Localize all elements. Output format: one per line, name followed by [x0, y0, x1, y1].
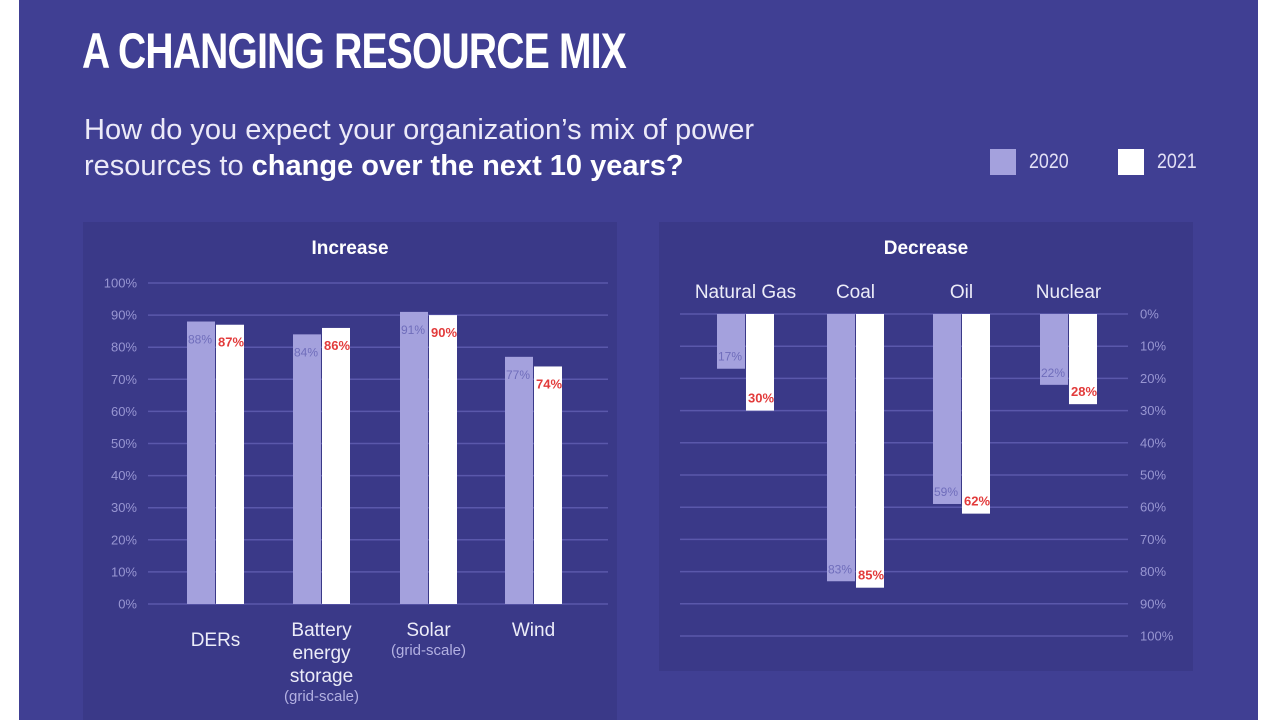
data-label-solar-2020: 91% [401, 323, 425, 337]
data-label-natural-gas-2020: 17% [718, 350, 742, 364]
y-tick-label: 90% [111, 308, 137, 323]
data-label-coal-2021: 85% [858, 568, 884, 583]
category-label-battery-energy-storage: Battery [291, 620, 352, 641]
data-label-ders-2020: 88% [188, 333, 212, 347]
y-tick-label: 20% [1140, 371, 1166, 386]
category-label-ders: DERs [191, 630, 241, 651]
bar-natural-gas-2020 [717, 314, 745, 369]
page-title: A CHANGING RESOURCE MIX [82, 23, 627, 79]
question-line-2-bold: change over the next 10 years? [251, 150, 684, 182]
data-label-coal-2020: 83% [828, 562, 852, 576]
category-label-nuclear: Nuclear [1036, 282, 1102, 303]
y-tick-label: 80% [1140, 564, 1166, 579]
y-tick-label: 100% [1140, 629, 1174, 644]
y-tick-label: 100% [104, 276, 138, 291]
data-label-nuclear-2021: 28% [1071, 384, 1097, 399]
bar-natural-gas-2021 [746, 314, 774, 411]
y-tick-label: 70% [1140, 532, 1166, 547]
data-label-wind-2021: 74% [536, 376, 562, 391]
survey-question: How do you expect your organization’s mi… [84, 112, 754, 184]
bar-battery-energy-storage-2021 [322, 327, 350, 604]
decrease-chart-title: Decrease [883, 238, 969, 259]
data-label-oil-2021: 62% [964, 494, 990, 509]
y-tick-label: 40% [111, 468, 137, 483]
decrease-bar-chart: 0% 10% 20% 30% 40% 50% 60% 70% 80% 90% 100% 17% 30% N… [680, 282, 1174, 644]
bar-coal-2020 [827, 314, 855, 582]
bar-ders-2020 [187, 321, 215, 604]
data-label-wind-2020: 77% [506, 368, 530, 382]
bar-nuclear-2020 [1040, 314, 1068, 385]
y-tick-label: 30% [1140, 403, 1166, 418]
bar-wind-2020 [505, 356, 533, 604]
y-tick-label: 10% [111, 564, 137, 579]
y-tick-label: 10% [1140, 339, 1166, 354]
bar-wind-2021 [534, 366, 562, 604]
bar-ders-2021 [216, 324, 244, 604]
category-label-solar: Solar [406, 620, 451, 641]
category-label-coal: Coal [836, 282, 875, 303]
chart-legend: 2020 2021 [990, 149, 1245, 175]
y-tick-label: 0% [118, 597, 137, 612]
legend-swatch-2020 [990, 149, 1016, 175]
data-label-nuclear-2020: 22% [1041, 366, 1065, 380]
bar-solar-2020 [400, 311, 428, 604]
decrease-chart-panel: Decrease 0% 10% 20% 30% 40% 50% 60% 70% 80% 90% 10… [659, 222, 1193, 671]
y-tick-label: 0% [1140, 307, 1159, 322]
y-tick-label: 30% [111, 500, 137, 515]
question-line-1: How do you expect your organization’s mi… [84, 114, 755, 146]
y-tick-label: 40% [1140, 435, 1166, 450]
data-label-battery-energy-storage-2020: 84% [294, 345, 318, 359]
legend-swatch-2021 [1117, 149, 1144, 175]
data-label-battery-energy-storage-2021: 86% [324, 338, 350, 353]
y-tick-label: 90% [1140, 596, 1166, 611]
bar-nuclear-2021 [1069, 314, 1097, 405]
increase-bar-chart: 0% 10% 20% 30% 40% 50% 60% 70% 80% 90% 100% 88% 87% D… [104, 276, 608, 705]
category-label-oil: Oil [950, 282, 973, 303]
increase-chart-panel: Increase 0% 10% 20% 30% 40% 50% 60% 70% 80% 90% 10… [83, 222, 617, 720]
bar-oil-2021 [962, 314, 990, 514]
legend-label-2020: 2020 [1029, 150, 1069, 173]
data-label-oil-2020: 59% [934, 485, 958, 499]
legend-item-2021: 2021 [1117, 149, 1204, 175]
category-label-natural-gas: Natural Gas [695, 282, 796, 303]
data-label-natural-gas-2021: 30% [748, 391, 774, 406]
category-sublabel-battery-energy-storage: (grid-scale) [284, 688, 359, 705]
y-tick-label: 60% [1140, 500, 1166, 515]
y-tick-label: 70% [111, 372, 137, 387]
question-line-2-plain: resources to [84, 150, 252, 182]
y-tick-label: 50% [111, 436, 137, 451]
bar-oil-2020 [933, 314, 961, 504]
y-tick-label: 50% [1140, 468, 1166, 483]
bar-battery-energy-storage-2020 [293, 334, 321, 604]
y-tick-label: 60% [111, 404, 137, 419]
data-label-ders-2021: 87% [218, 335, 244, 350]
y-tick-label: 20% [111, 532, 137, 547]
legend-item-2020: 2020 [990, 149, 1076, 175]
bar-solar-2021 [429, 315, 457, 604]
y-tick-label: 80% [111, 340, 137, 355]
category-label-battery-energy-storage: energy [292, 643, 351, 664]
category-sublabel-solar: (grid-scale) [391, 642, 466, 659]
legend-label-2021: 2021 [1156, 150, 1197, 173]
category-label-wind: Wind [512, 620, 555, 641]
category-label-battery-energy-storage: storage [290, 666, 353, 687]
increase-chart-title: Increase [311, 238, 389, 259]
bar-coal-2021 [856, 314, 884, 588]
data-label-solar-2021: 90% [431, 325, 457, 340]
